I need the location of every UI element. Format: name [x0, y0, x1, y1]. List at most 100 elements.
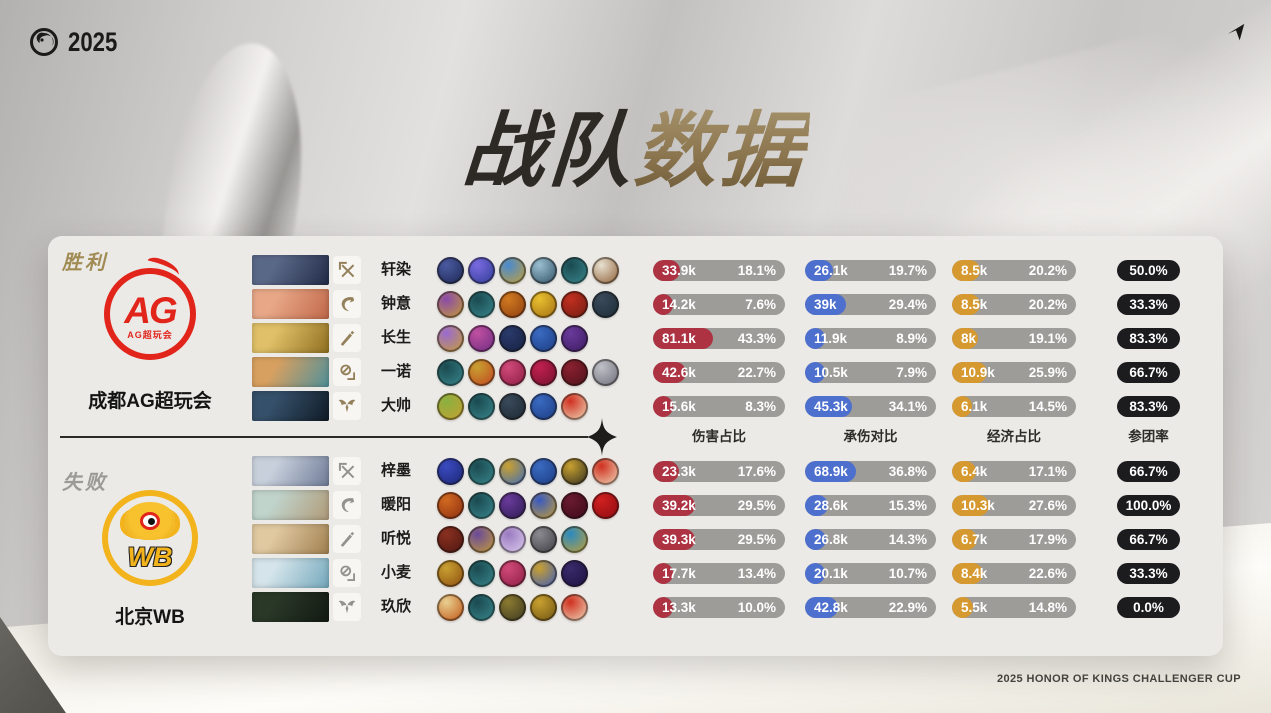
- item-icon: [499, 559, 526, 587]
- item-icon: [437, 593, 464, 621]
- mid-lane-icon: [333, 525, 361, 553]
- damage-value: 13.3k: [662, 599, 696, 615]
- damage-percent: 8.3%: [745, 398, 776, 414]
- damage-percent: 29.5%: [737, 497, 776, 513]
- damage-value: 14.2k: [662, 296, 696, 312]
- damage-stat-bar: 13.3k 10.0%: [653, 596, 785, 618]
- item-icon: [530, 290, 557, 318]
- item-icon: [499, 290, 526, 318]
- damage-stat-fill: [653, 361, 686, 383]
- damage-value: 42.6k: [662, 364, 696, 380]
- taken-value: 11.9k: [814, 330, 848, 346]
- column-label-taken: 承伤对比: [843, 429, 898, 444]
- page-title: 战队数据: [0, 84, 1271, 203]
- event-brand: 2025: [28, 26, 128, 58]
- item-build-list: [437, 324, 588, 352]
- player-row: 暖阳 39.2k 29.5% 28.6k 15.3% 10.3k 27.6% 100.0%: [48, 488, 1223, 522]
- item-build-list: [437, 457, 619, 485]
- player-row: 梓墨 23.3k 17.6% 68.9k 36.8% 6.4k 17.1% 66.7%: [48, 454, 1223, 488]
- participation-pill: 0.0%: [1117, 596, 1180, 618]
- damage-stat-fill: [653, 460, 679, 482]
- damage-percent: 18.1%: [737, 262, 776, 278]
- item-icon: [499, 256, 526, 284]
- damage-percent: 10.0%: [737, 599, 776, 615]
- item-icon: [468, 392, 495, 420]
- player-avatar: [252, 558, 329, 588]
- player-name: 大帅: [380, 397, 411, 414]
- damage-value: 81.1k: [662, 330, 696, 346]
- taken-stat-bar: 68.9k 36.8%: [805, 460, 936, 482]
- player-name: 玖欣: [380, 598, 411, 615]
- item-icon: [561, 457, 588, 485]
- damage-stat-bar: 42.6k 22.7%: [653, 361, 785, 383]
- taken-stat-bar: 20.1k 10.7%: [805, 562, 936, 584]
- player-row: 轩染 33.9k 18.1% 26.1k 19.7% 8.5k 20.2% 50.0%: [48, 253, 1223, 287]
- item-icon: [592, 491, 619, 519]
- item-icon: [530, 358, 557, 386]
- taken-percent: 22.9%: [888, 599, 927, 615]
- mid-lane-icon: [333, 324, 361, 352]
- taken-value: 39k: [814, 296, 837, 312]
- participation-pill: 50.0%: [1117, 259, 1180, 281]
- economy-value: 8k: [961, 330, 977, 346]
- damage-percent: 13.4%: [737, 565, 776, 581]
- economy-value: 10.3k: [961, 497, 995, 513]
- taken-value: 10.5k: [814, 364, 848, 380]
- damage-stat-fill: [653, 293, 673, 315]
- damage-stat-fill: [653, 395, 673, 417]
- taken-value: 45.3k: [814, 398, 848, 414]
- taken-value: 26.8k: [814, 531, 848, 547]
- economy-stat-bar: 6.4k 17.1%: [952, 460, 1076, 482]
- jungle-icon: [333, 491, 361, 519]
- taken-percent: 19.7%: [888, 262, 927, 278]
- economy-stat-bar: 5.5k 14.8%: [952, 596, 1076, 618]
- damage-percent: 29.5%: [737, 531, 776, 547]
- item-icon: [437, 392, 464, 420]
- item-icon: [437, 358, 464, 386]
- column-label-damage: 伤害占比: [692, 429, 746, 444]
- damage-percent: 7.6%: [745, 296, 776, 312]
- economy-value: 10.9k: [961, 364, 995, 380]
- item-icon: [499, 593, 526, 621]
- player-avatar: [252, 456, 329, 486]
- economy-value: 6.1k: [961, 398, 988, 414]
- damage-value: 17.7k: [662, 565, 696, 581]
- player-name: 梓墨: [380, 462, 411, 479]
- item-build-list: [437, 525, 588, 553]
- player-avatar: [252, 391, 329, 421]
- economy-percent: 14.5%: [1028, 398, 1067, 414]
- player-name: 听悦: [380, 530, 411, 547]
- page-title-part1: 战队: [459, 106, 639, 197]
- damage-value: 23.3k: [662, 463, 696, 479]
- economy-stat-bar: 10.9k 25.9%: [952, 361, 1076, 383]
- player-name: 长生: [380, 329, 411, 346]
- dragon-emblem-icon: [28, 26, 60, 58]
- player-avatar: [252, 592, 329, 622]
- item-icon: [530, 457, 557, 485]
- item-icon: [530, 593, 557, 621]
- taken-stat-bar: 39k 29.4%: [805, 293, 936, 315]
- jungle-icon: [333, 290, 361, 318]
- taken-percent: 29.4%: [888, 296, 927, 312]
- participation-pill: 66.7%: [1117, 361, 1180, 383]
- team-divider-line: [60, 436, 588, 438]
- column-label-economy: 经济占比: [987, 429, 1041, 444]
- brand-year: 2025: [68, 26, 118, 57]
- economy-stat-bar: 8.5k 20.2%: [952, 293, 1076, 315]
- player-name: 钟意: [380, 295, 411, 312]
- damage-stat-fill: [653, 259, 680, 281]
- player-name: 小麦: [380, 564, 411, 581]
- item-icon: [561, 525, 588, 553]
- item-icon: [468, 256, 495, 284]
- economy-percent: 20.2%: [1028, 262, 1067, 278]
- damage-stat-bar: 17.7k 13.4%: [653, 562, 785, 584]
- economy-value: 6.4k: [961, 463, 988, 479]
- item-icon: [592, 457, 619, 485]
- damage-value: 39.2k: [662, 497, 696, 513]
- item-icon: [437, 324, 464, 352]
- taken-stat-bar: 42.8k 22.9%: [805, 596, 936, 618]
- economy-percent: 17.1%: [1028, 463, 1067, 479]
- team-data-panel: 胜利 AG AG超玩会 成都AG超玩会 伤害占比 承伤对比 经济占比 参团率 失…: [48, 236, 1223, 656]
- player-name: 轩染: [380, 261, 411, 278]
- participation-pill: 33.3%: [1117, 293, 1180, 315]
